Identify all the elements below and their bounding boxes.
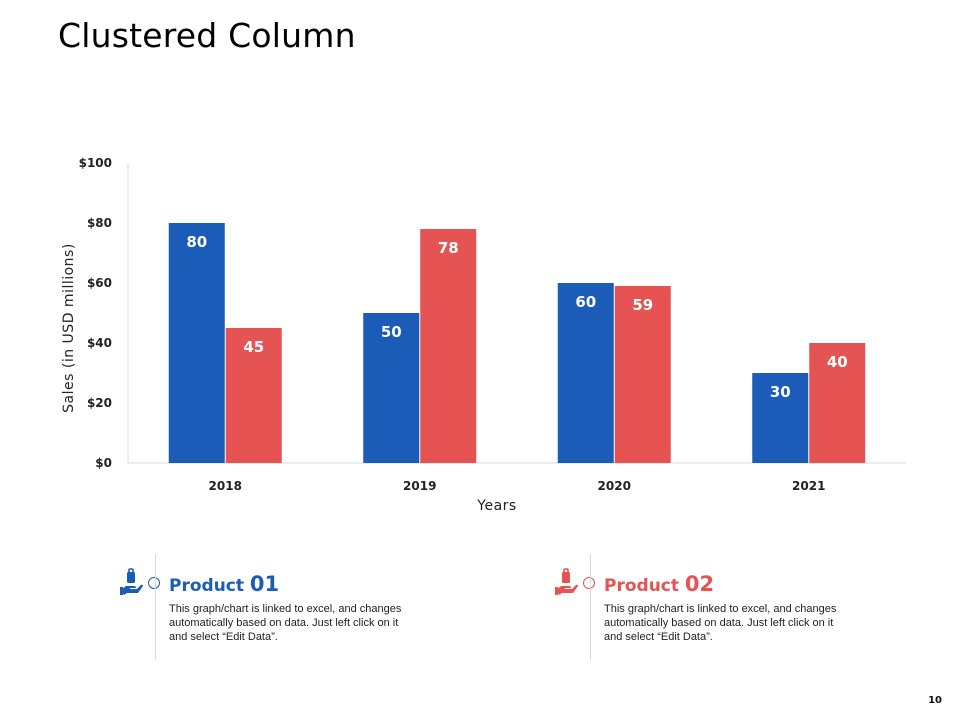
page-number: 10: [928, 695, 942, 706]
x-tick-label: 2018: [209, 479, 242, 493]
x-axis-title: Years: [476, 498, 516, 514]
x-tick-label: 2019: [403, 479, 436, 493]
legend-divider: [590, 554, 591, 660]
legend-number: 02: [684, 572, 715, 596]
legend-heading-product-02: Product 02: [604, 572, 714, 596]
legend-marker-product-01: [148, 577, 160, 589]
hand-holding-bag-icon: [555, 568, 578, 595]
bar-product-01-2021: [752, 373, 809, 463]
y-tick-label: $40: [87, 336, 112, 350]
x-tick-label: 2021: [792, 479, 825, 493]
y-tick-label: $0: [95, 456, 112, 470]
y-tick-label: $20: [87, 396, 112, 410]
bar-product-02-2020: [614, 286, 671, 463]
legend-label: Product: [604, 576, 685, 596]
legend-description-product-02: This graph/chart is linked to excel, and…: [604, 603, 837, 643]
x-tick-label: 2020: [598, 479, 631, 493]
data-label: 60: [575, 293, 596, 311]
data-label: 78: [438, 239, 459, 257]
bar-product-02-2019: [420, 229, 477, 463]
data-label: 59: [632, 296, 653, 314]
data-label: 50: [381, 323, 402, 341]
y-tick-label: $60: [87, 276, 112, 290]
bar-product-01-2020: [557, 283, 614, 463]
bar-product-02-2021: [809, 343, 866, 463]
bar-product-01-2019: [363, 313, 420, 463]
legend-heading-product-01: Product 01: [169, 572, 279, 596]
clustered-column-chart: $0 $20 $40 $60 $80 $100 80 45 2018 50 78 2019 60 59 20…: [61, 156, 906, 514]
legend-number: 01: [249, 572, 280, 596]
y-axis-title: Sales (in USD millions): [61, 243, 77, 413]
legend-marker-product-02: [583, 577, 595, 589]
data-label: 45: [243, 338, 264, 356]
legend-label: Product: [169, 576, 250, 596]
hand-holding-bag-icon: [120, 568, 143, 595]
data-label: 40: [827, 353, 848, 371]
bar-product-01-2018: [168, 223, 225, 463]
page-title: Clustered Column: [58, 16, 356, 55]
bar-product-02-2018: [225, 328, 282, 463]
legend-description-product-01: This graph/chart is linked to excel, and…: [169, 603, 402, 643]
data-label: 80: [186, 233, 207, 251]
data-label: 30: [770, 383, 791, 401]
y-tick-label: $100: [79, 156, 112, 170]
y-tick-label: $80: [87, 216, 112, 230]
legend-divider: [155, 554, 156, 660]
